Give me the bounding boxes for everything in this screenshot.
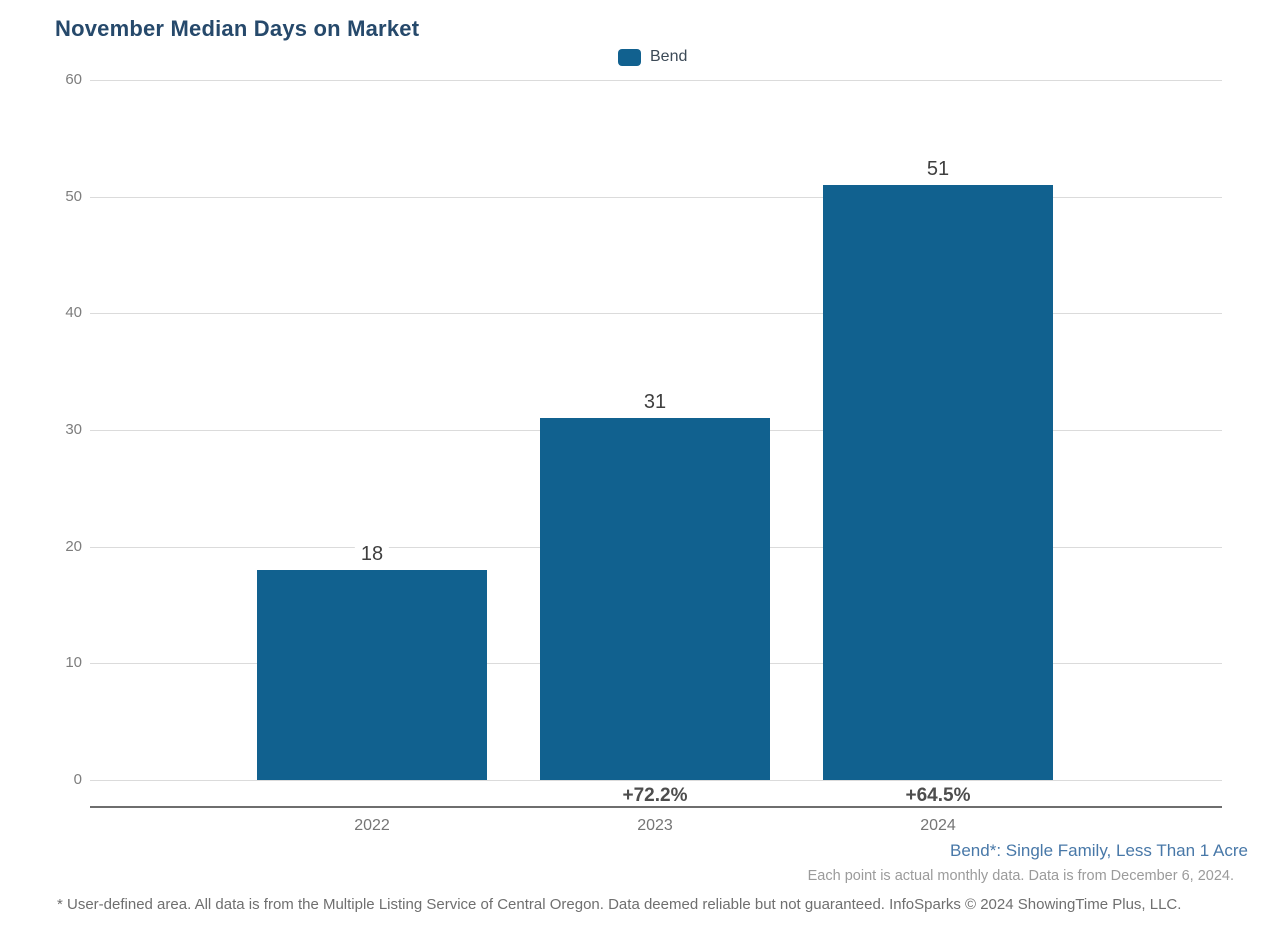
bar-value-label-2022: 18 [354,542,390,566]
x-axis-line [90,806,1222,808]
gridline-y-60 [90,80,1222,81]
pct-change-label-2023: +72.2% [622,785,688,806]
y-axis-tick-label-50: 50 [65,188,82,205]
bar-2022[interactable] [257,570,487,780]
y-axis-tick-label-20: 20 [65,538,82,555]
gridline-y-50 [90,197,1222,198]
y-axis-tick-label-10: 10 [65,654,82,671]
bar-2023[interactable] [540,418,770,780]
y-axis-tick-label-40: 40 [65,304,82,321]
pct-change-label-2024: +64.5% [905,785,971,806]
y-axis-tick-label-60: 60 [65,71,82,88]
data-date-note: Each point is actual monthly data. Data … [807,868,1234,884]
y-axis-tick-label-30: 30 [65,421,82,438]
x-axis-label-2022: 2022 [354,817,390,834]
x-axis-label-2023: 2023 [637,817,673,834]
gridline-y-0 [90,780,1222,781]
bar-value-label-2023: 31 [637,390,673,414]
legend: Bend [618,48,687,66]
series-definition-note: Bend*: Single Family, Less Than 1 Acre [950,841,1248,860]
x-axis-label-2024: 2024 [920,817,956,834]
legend-label-bend: Bend [650,48,688,65]
gridline-y-40 [90,313,1222,314]
y-axis-tick-label-0: 0 [73,771,82,788]
disclaimer-footer: * User-defined area. All data is from th… [57,896,1182,913]
bar-value-label-2024: 51 [920,157,956,181]
chart-title: November Median Days on Market [55,16,420,41]
legend-swatch-bend-icon [618,48,641,66]
bar-2024[interactable] [823,185,1053,780]
